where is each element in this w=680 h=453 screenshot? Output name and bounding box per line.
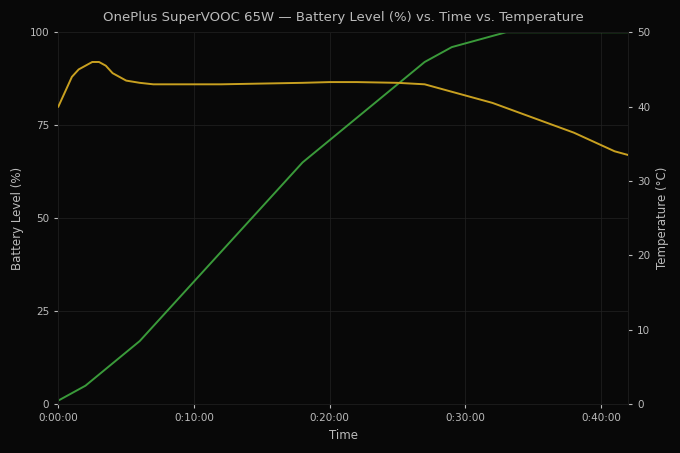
Y-axis label: Temperature (°C): Temperature (°C) [656, 167, 669, 270]
Y-axis label: Battery Level (%): Battery Level (%) [11, 167, 24, 270]
Title: OnePlus SuperVOOC 65W — Battery Level (%) vs. Time vs. Temperature: OnePlus SuperVOOC 65W — Battery Level (%… [103, 11, 583, 24]
X-axis label: Time: Time [328, 429, 358, 442]
